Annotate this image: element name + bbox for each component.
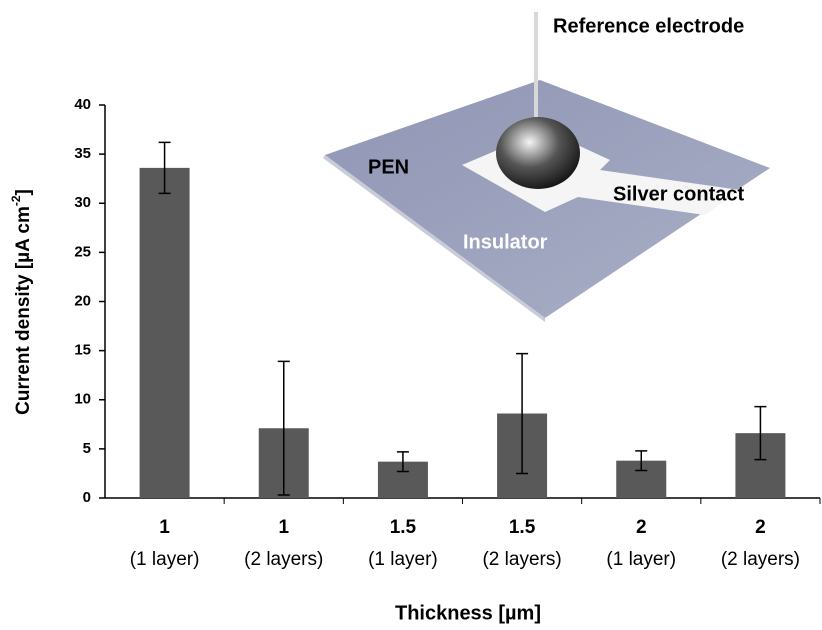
electrode-drop	[496, 117, 580, 189]
x-tick-label: (1 layer)	[130, 549, 200, 570]
x-tick-label: 1	[278, 517, 289, 538]
x-tick-label: 1.5	[390, 517, 417, 538]
y-tick-label: 5	[83, 440, 91, 457]
inset-illustration: Reference electrode PEN Silver contact I…	[323, 12, 770, 322]
x-tick-label: 2	[636, 517, 647, 538]
y-tick-label: 0	[83, 489, 91, 506]
bar	[139, 167, 190, 498]
error-bar	[277, 360, 290, 496]
annotation: PEN	[368, 156, 409, 178]
x-tick-label: (2 layers)	[721, 549, 800, 570]
y-tick-label: 20	[74, 292, 91, 309]
y-tick-label: 25	[74, 243, 91, 260]
y-tick-label: 15	[74, 342, 91, 359]
annotation: Silver contact	[613, 183, 745, 205]
x-tick-label: 1	[159, 517, 170, 538]
y-title-text: Current density [µA cm	[13, 206, 34, 415]
annotation: Insulator	[463, 231, 548, 253]
x-tick-label: (1 layer)	[368, 549, 438, 570]
x-axis-title: Thickness [µm]	[395, 602, 541, 624]
y-tick-label: 10	[74, 391, 91, 408]
error-bar	[516, 352, 529, 475]
error-bar	[158, 141, 171, 195]
y-tick-label: 30	[74, 194, 91, 211]
y-axis-title: Current density [µA cm-2]	[9, 189, 34, 415]
x-tick-label: 2	[755, 517, 766, 538]
error-bar	[396, 451, 409, 473]
error-bar	[754, 405, 767, 461]
y-tick-label: 40	[74, 96, 91, 113]
error-bar	[635, 450, 648, 472]
x-tick-label: (2 layers)	[244, 549, 323, 570]
annotation: Reference electrode	[553, 15, 744, 37]
y-title-superscript: -2	[9, 195, 23, 206]
plate-edge	[323, 155, 545, 322]
x-tick-label: (2 layers)	[482, 549, 561, 570]
y-title-suffix: ]	[13, 189, 34, 195]
y-tick-label: 35	[74, 145, 91, 162]
x-tick-label: (1 layer)	[606, 549, 676, 570]
x-tick-label: 1.5	[509, 517, 536, 538]
